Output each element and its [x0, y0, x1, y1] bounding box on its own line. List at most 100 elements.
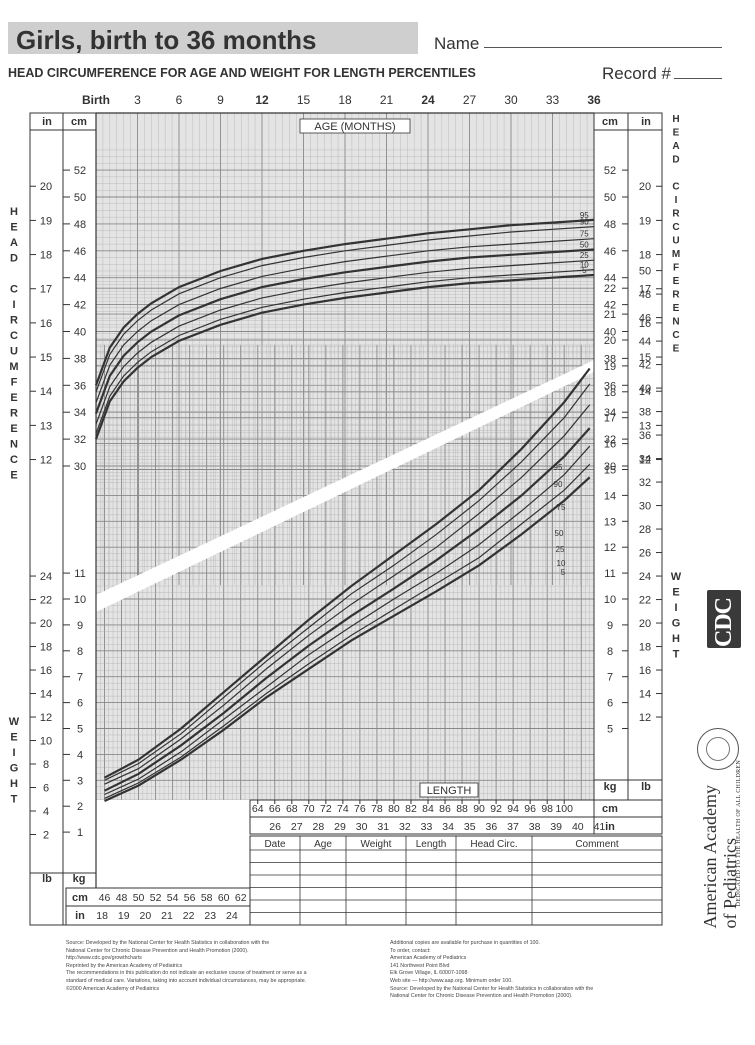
length-cm-tick: 60	[218, 892, 230, 904]
side-label-head: M	[9, 361, 18, 373]
weight-lb-tick-left: 18	[40, 642, 52, 654]
side-label-head-right: D	[672, 155, 679, 166]
cm-unit-label: cm	[71, 116, 87, 128]
weight-lb-tick-left: 8	[43, 759, 49, 771]
head-in-tick-right: 17	[639, 284, 651, 296]
footer-left-line: The recommendations in this publication …	[66, 970, 307, 977]
head-curve-5	[94, 273, 595, 440]
length-in-tick: 24	[226, 910, 238, 922]
weight-lb-tick-right: 32	[639, 477, 651, 489]
lb-unit-label: lb	[42, 873, 52, 885]
side-label-head-right: A	[672, 141, 679, 152]
head-in-tick-right: 12	[639, 455, 651, 467]
weight-lb-tick-left: 14	[40, 689, 52, 701]
table-header: Age	[314, 839, 332, 850]
lb-unit-label: lb	[641, 781, 651, 793]
weight-curve-label-50: 50	[555, 529, 564, 538]
age-tick-label: 3	[134, 93, 141, 107]
length-cm-tick: 68	[286, 803, 298, 815]
side-label-head: E	[10, 423, 17, 435]
cdc-logo: CDC	[707, 590, 741, 648]
weight-lb-tick-right: 50	[639, 266, 651, 278]
weight-grid	[96, 275, 594, 800]
head-cm-tick-left: 44	[74, 273, 86, 285]
head-cm-tick-left: 30	[74, 461, 86, 473]
in-unit-label: in	[42, 116, 52, 128]
length-cm-tick: 66	[269, 803, 281, 815]
name-label: Name	[434, 34, 480, 53]
weight-lb-tick-right: 48	[639, 289, 651, 301]
weight-lb-tick-right: 30	[639, 501, 651, 513]
head-cm-tick-right: 52	[604, 165, 616, 177]
length-cm-tick: 100	[555, 803, 573, 815]
weight-kg-tick-left: 11	[74, 568, 85, 580]
weight-kg-tick-left: 3	[77, 775, 83, 787]
weight-kg-tick-left: 10	[74, 594, 86, 606]
length-cm-tick: 80	[388, 803, 400, 815]
length-in-tick: 35	[464, 821, 476, 833]
side-label-head-right: U	[672, 236, 679, 247]
name-field[interactable]	[484, 47, 722, 48]
aap-logo-line1: American Academy	[700, 785, 720, 929]
in-unit-label: in	[641, 116, 651, 128]
head-cm-tick-right: 38	[604, 353, 616, 365]
head-in-tick-left: 19	[40, 215, 52, 227]
length-axis-label-box	[419, 782, 479, 798]
weight-lb-tick-right: 14	[639, 689, 651, 701]
table-header: Length	[416, 839, 447, 850]
head-curve-label-50: 50	[580, 240, 589, 249]
length-in-tick: 19	[118, 910, 130, 922]
side-label-weight-right: H	[672, 633, 680, 645]
chart-subtitle: HEAD CIRCUMFERENCE FOR AGE AND WEIGHT FO…	[8, 66, 476, 80]
side-label-head-right: R	[672, 209, 680, 220]
weight-curve-label-90: 90	[554, 480, 563, 489]
weight-curve-95	[103, 367, 591, 779]
head-in-tick-right: 16	[639, 318, 651, 330]
weight-lb-tick-right: 28	[639, 524, 651, 536]
weight-kg-tick-right: 22	[604, 283, 616, 295]
kg-unit-label: kg	[604, 781, 617, 793]
footer-right-line: Additional copies are available for purc…	[390, 940, 540, 946]
weight-lb-tick-right: 42	[639, 360, 651, 372]
cm-unit-label: cm	[72, 892, 88, 904]
length-in-tick: 27	[291, 821, 303, 833]
weight-kg-tick-right: 11	[604, 568, 615, 580]
table-header: Head Circ.	[470, 839, 517, 850]
weight-curve-label-75: 75	[557, 503, 566, 512]
length-in-tick: 30	[356, 821, 368, 833]
side-label-head: F	[11, 377, 18, 389]
head-curve-50	[94, 248, 595, 414]
age-tick-label: 12	[255, 93, 269, 107]
length-cm-tick: 96	[524, 803, 536, 815]
age-tick-label: 9	[217, 93, 224, 107]
length-cm-tick: 78	[371, 803, 383, 815]
length-in-tick: 31	[377, 821, 389, 833]
side-label-head: H	[10, 206, 18, 218]
head-in-tick-left: 20	[40, 181, 52, 193]
length-cm-tick: 94	[507, 803, 519, 815]
side-label-weight: W	[9, 716, 20, 728]
side-label-head: U	[10, 346, 18, 358]
head-curve-75	[95, 238, 595, 404]
head-in-tick-left: 15	[40, 352, 52, 364]
length-cm-tick: 82	[405, 803, 417, 815]
record-field[interactable]	[674, 78, 722, 79]
page-title: Girls, birth to 36 months	[16, 25, 317, 55]
side-label-head: C	[10, 284, 18, 296]
side-label-head-right: E	[673, 344, 680, 355]
weight-kg-tick-right: 17	[604, 413, 616, 425]
age-axis-label: AGE (MONTHS)	[314, 121, 395, 133]
in-unit-label: in	[75, 910, 85, 922]
head-curve-90	[95, 226, 595, 393]
head-cm-tick-left: 52	[74, 165, 86, 177]
weight-lb-tick-right: 18	[639, 642, 651, 654]
side-label-head: N	[10, 439, 18, 451]
length-cm-tick: 88	[456, 803, 468, 815]
length-in-tick: 32	[399, 821, 411, 833]
age-tick-label: 18	[338, 93, 352, 107]
footer-right-line: Web site — http://www.aap.org. Minimum o…	[390, 977, 513, 984]
head-curve-10	[95, 269, 595, 434]
footer-right-line: Elk Grove Village, IL 60007-1098	[390, 970, 468, 977]
weight-curve-90	[104, 383, 591, 781]
footer-right-line: National Center for Chronic Disease Prev…	[390, 993, 573, 1000]
